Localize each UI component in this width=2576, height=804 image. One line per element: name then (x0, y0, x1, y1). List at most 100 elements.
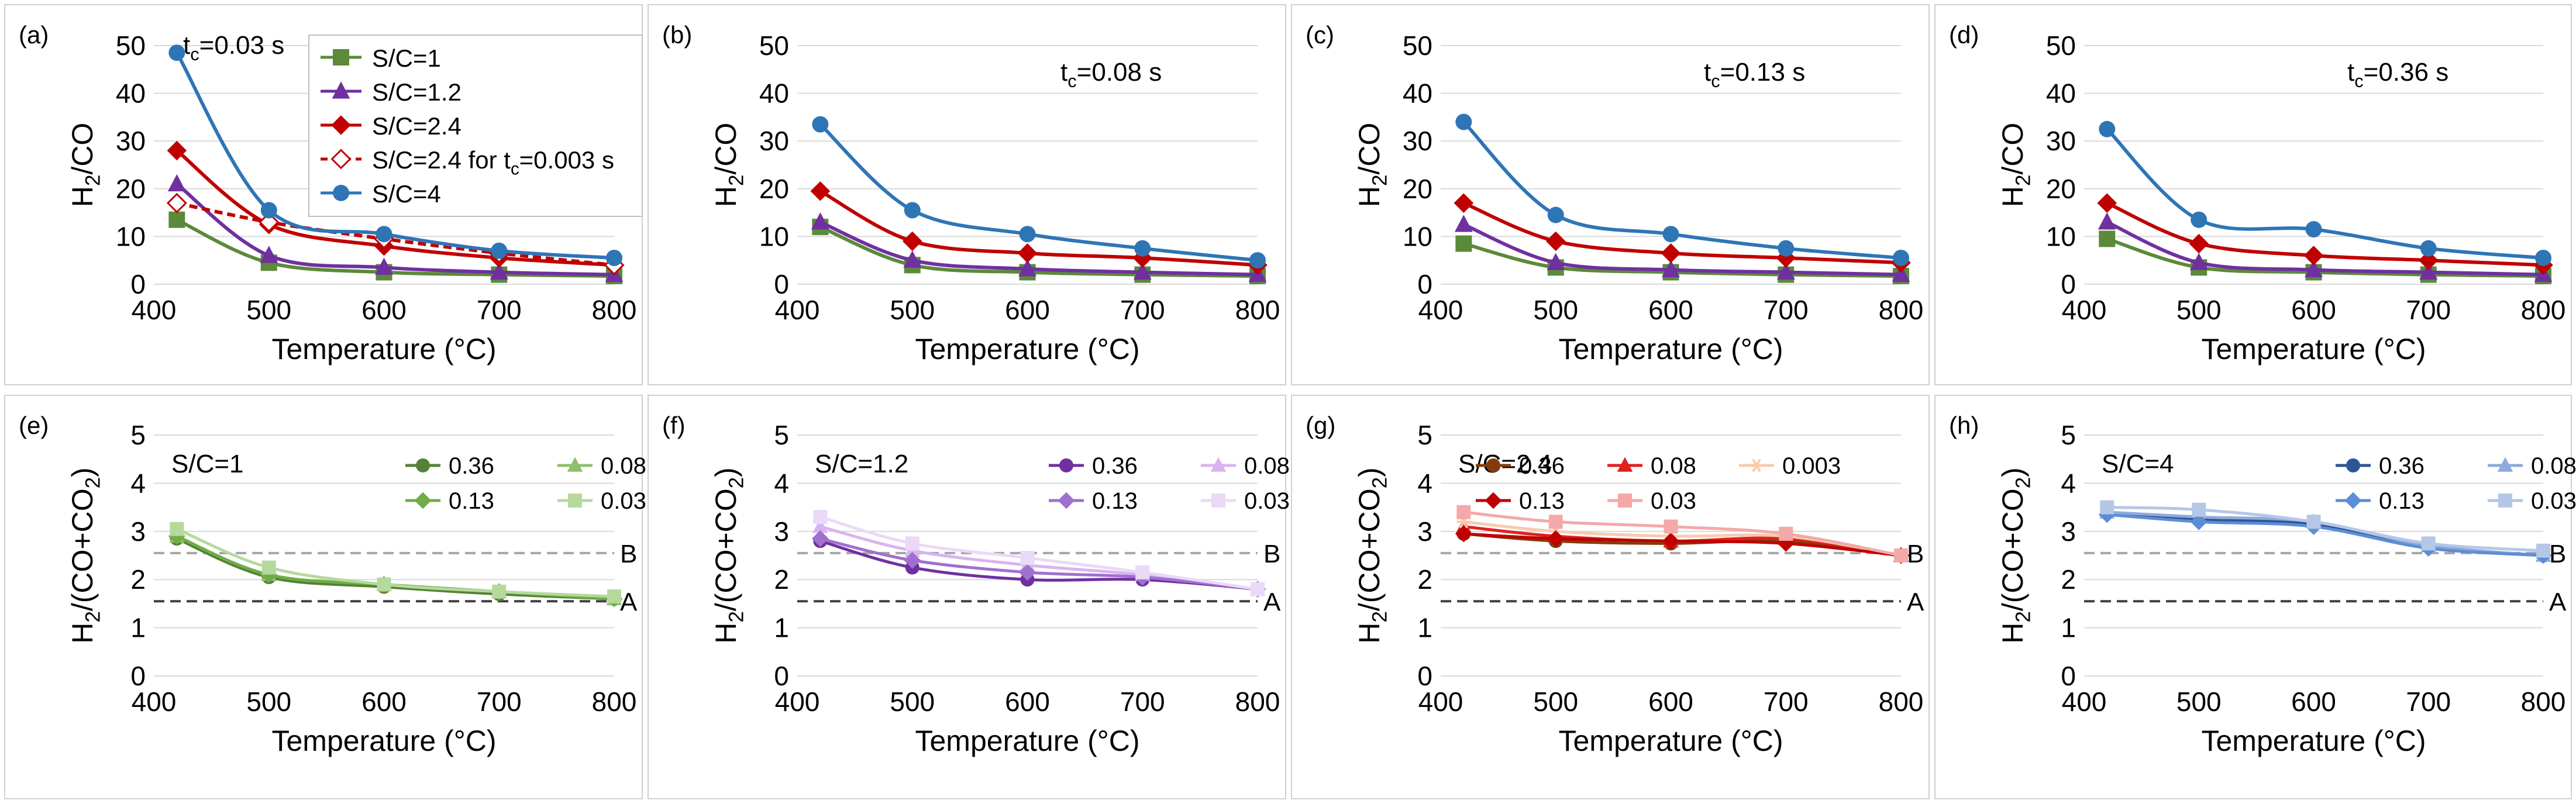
y-tick-label: 30 (1403, 126, 1432, 156)
y-axis-title-part: 2 (725, 175, 748, 186)
y-axis-title-part: /(CO+CO (710, 488, 742, 611)
reference-label-B: B (620, 540, 637, 568)
panel-label: (c) (1306, 21, 1334, 49)
y-axis-title-part: /CO (1353, 123, 1386, 175)
y-tick-label: 5 (2061, 420, 2076, 450)
panel-label: (f) (662, 412, 686, 439)
legend-entry: S/C=2.4 for tc=0.003 s (321, 146, 614, 179)
x-tick-label: 700 (1764, 295, 1809, 325)
x-tick-label: 500 (1533, 686, 1578, 717)
legend-entry: 0.08 (1201, 453, 1290, 479)
legend-marker (414, 492, 432, 509)
x-tick-label: 500 (246, 686, 291, 717)
x-axis-title: Temperature (°C) (1559, 724, 1783, 757)
y-tick-label: 40 (116, 78, 146, 109)
data-point (260, 202, 277, 219)
data-point (902, 231, 922, 251)
legend-label: 0.08 (1651, 453, 1696, 479)
legend-marker (1618, 494, 1632, 508)
y-tick-label: 2 (1417, 564, 1432, 595)
y-axis-title: H2/(CO+CO2) (1353, 467, 1392, 643)
x-tick-label: 400 (1418, 295, 1463, 325)
legend-entry: 0.08 (2488, 453, 2576, 479)
reference-label-B: B (1907, 540, 1924, 568)
y-axis-title-part: ) (66, 467, 99, 477)
x-tick-label: 600 (2291, 686, 2336, 717)
y-tick-label: 0 (774, 661, 789, 691)
y-tick-label: 5 (130, 420, 146, 450)
legend-label-part: =0.003 s (519, 146, 614, 174)
y-tick-label: 20 (2046, 174, 2076, 204)
legend-entry: S/C=2.4 (321, 112, 462, 140)
legend-entry: 0.08 (1607, 453, 1696, 479)
data-point (1545, 231, 1566, 251)
x-tick-label: 700 (1120, 686, 1165, 717)
data-point (260, 566, 278, 584)
legend-box (308, 34, 643, 217)
legend-label: S/C=1 (372, 44, 441, 72)
annotation-part: =0.08 s (1077, 58, 1162, 87)
x-axis-title: Temperature (°C) (272, 724, 497, 757)
annotation: tc=0.36 s (2347, 58, 2448, 91)
x-tick-label: 500 (2176, 295, 2222, 325)
legend-label: 0.03 (1651, 488, 1696, 514)
y-axis-title-part: ) (1353, 467, 1386, 477)
x-tick-label: 800 (1879, 295, 1924, 325)
legend-label: 0.36 (1092, 453, 1138, 479)
legend-entry: 0.36 (2336, 453, 2425, 479)
legend-label: 0.08 (601, 453, 646, 479)
data-point (2305, 221, 2322, 238)
legend-marker (416, 458, 430, 472)
legend-entry: 0.13 (405, 488, 494, 514)
data-point (168, 211, 185, 228)
y-axis-title-part: 2 (1369, 175, 1392, 186)
legend-marker (333, 49, 349, 65)
data-point (1662, 226, 1679, 243)
y-axis-title: H2/CO (710, 123, 748, 207)
data-point (2099, 230, 2116, 247)
y-axis-title-part: 2 (725, 611, 748, 622)
y-tick-label: 10 (759, 221, 789, 251)
y-tick-label: 2 (2061, 564, 2076, 595)
x-tick-label: 400 (2062, 295, 2107, 325)
y-axis-title: H2/CO (1996, 123, 2035, 207)
y-tick-label: 0 (130, 661, 146, 691)
y-axis-title-part: H (1353, 186, 1386, 207)
y-axis-title-part: 2 (1369, 477, 1392, 488)
legend-entry: 0.36 (1476, 453, 1565, 479)
legend-marker (567, 457, 583, 472)
y-tick-label: 1 (130, 613, 146, 643)
legend-entry: 0.36 (1049, 453, 1138, 479)
legend-label: 0.36 (2379, 453, 2425, 479)
series-S/C=4 (2099, 120, 2551, 267)
annotation-part: =0.36 s (2364, 58, 2449, 87)
x-axis-title: Temperature (°C) (2202, 333, 2426, 365)
data-point (1019, 226, 1036, 243)
y-axis-title-part: H (1996, 186, 2029, 207)
x-tick-label: 800 (1235, 686, 1280, 717)
x-tick-label: 600 (1005, 295, 1050, 325)
data-point (2306, 515, 2321, 529)
x-tick-label: 700 (477, 686, 522, 717)
x-tick-label: 800 (1879, 686, 1924, 717)
legend-entry: S/C=4 (321, 180, 441, 208)
data-point (2192, 502, 2206, 517)
legend-marker (1486, 458, 1500, 472)
data-point (2420, 240, 2437, 257)
x-axis-title: Temperature (°C) (915, 724, 1140, 757)
y-tick-label: 50 (759, 30, 789, 61)
series-S/C=1.2 (167, 174, 624, 282)
panel-frame (648, 4, 1286, 385)
legend-entry: 0.003 (1739, 453, 1841, 479)
legend-entry: 0.03 (557, 488, 646, 514)
legend-label: 0.08 (1244, 453, 1290, 479)
y-tick-label: 10 (2046, 221, 2076, 251)
annotation-part: c (1067, 71, 1076, 91)
series-S/C=1.2 (2098, 212, 2553, 282)
annotation-part: =0.03 s (199, 31, 285, 60)
y-tick-label: 4 (774, 468, 789, 498)
x-tick-label: 400 (775, 295, 820, 325)
legend-label: 0.08 (2531, 453, 2576, 479)
